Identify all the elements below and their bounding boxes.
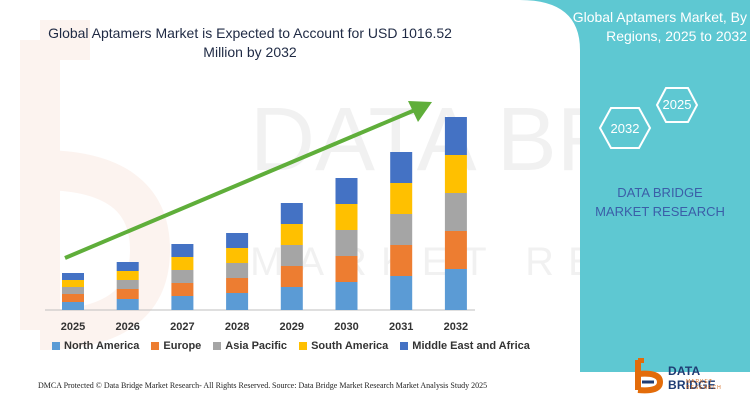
bar-segment-2027-europe bbox=[171, 283, 194, 296]
bar-segment-2025-asia-pacific bbox=[62, 287, 84, 294]
bar-segment-2032-north-america bbox=[444, 269, 467, 310]
bar-segment-2029-asia-pacific bbox=[280, 245, 303, 266]
legend-label: Asia Pacific bbox=[225, 340, 288, 352]
bar-segment-2032-middle-east-and-africa bbox=[444, 117, 467, 155]
side-panel-title: Global Aptamers Market, By Regions, 2025… bbox=[572, 9, 747, 44]
x-tick-label-2026: 2026 bbox=[115, 321, 139, 333]
legend-label: Europe bbox=[163, 340, 202, 352]
bar-segment-2031-europe bbox=[390, 245, 413, 276]
bar-segment-2025-north-america bbox=[62, 302, 84, 310]
legend-swatch bbox=[213, 342, 222, 350]
bar-segment-2025-south-america bbox=[62, 280, 84, 287]
x-tick-label-2032: 2032 bbox=[444, 321, 468, 333]
bar-segment-2026-middle-east-and-africa bbox=[116, 262, 139, 271]
legend-label: Middle East and Africa bbox=[412, 340, 530, 352]
x-tick-label-2025: 2025 bbox=[61, 321, 85, 333]
x-tick-label-2029: 2029 bbox=[280, 321, 304, 333]
bar-segment-2030-asia-pacific bbox=[335, 230, 358, 256]
hexagon-year-top: 2025 bbox=[662, 97, 692, 112]
bar-segment-2031-north-america bbox=[390, 276, 413, 310]
stacked-bar-chart: 2025 2026 2027 2028 2029 2030 2031 2032 bbox=[45, 101, 475, 333]
x-tick-label-2028: 2028 bbox=[225, 321, 249, 333]
bar-segment-2029-south-america bbox=[280, 224, 303, 245]
bar-segment-2032-south-america bbox=[444, 155, 467, 193]
trend-arrow-head bbox=[408, 101, 432, 122]
legend-item-europe: Europe bbox=[151, 340, 201, 352]
side-panel bbox=[520, 0, 750, 372]
chart-title: Global Aptamers Market is Expected to Ac… bbox=[48, 25, 452, 60]
bar-segment-2029-europe bbox=[280, 266, 303, 287]
legend-item-south-america: South America bbox=[299, 340, 388, 352]
logo-name: DATA BRIDGE bbox=[668, 364, 716, 392]
logo-subtitle: MARKET RESEARCH bbox=[686, 379, 722, 391]
footer: DMCA Protected © Data Bridge Market Rese… bbox=[0, 372, 750, 400]
bar-segment-2032-europe bbox=[444, 231, 467, 269]
bar-segment-2027-middle-east-and-africa bbox=[171, 244, 194, 257]
bar-segment-2029-north-america bbox=[280, 287, 303, 310]
bar-segment-2030-europe bbox=[335, 256, 358, 282]
bar-segment-2030-south-america bbox=[335, 204, 358, 230]
bar-segment-2028-south-america bbox=[226, 248, 249, 263]
data-bridge-logo-icon bbox=[635, 358, 664, 394]
trend-arrow-line bbox=[64, 108, 416, 260]
bar-segment-2028-middle-east-and-africa bbox=[226, 233, 249, 248]
bar-segment-2028-europe bbox=[226, 278, 249, 293]
legend-swatch bbox=[400, 342, 409, 350]
bar-segment-2030-middle-east-and-africa bbox=[335, 178, 358, 204]
side-panel-background bbox=[520, 0, 750, 372]
bar-segment-2028-asia-pacific bbox=[226, 263, 249, 278]
legend-swatch bbox=[52, 342, 60, 350]
x-tick-label-2027: 2027 bbox=[170, 321, 194, 333]
bar-segment-2026-south-america bbox=[116, 271, 139, 280]
bar-segment-2031-south-america bbox=[390, 183, 413, 214]
legend-item-middle-east-and-africa: Middle East and Africa bbox=[400, 340, 530, 352]
bar-segment-2031-middle-east-and-africa bbox=[390, 152, 413, 183]
bar-segment-2030-north-america bbox=[335, 282, 358, 310]
hexagon-year-bottom: 2032 bbox=[610, 121, 640, 136]
hexagon-top bbox=[655, 87, 699, 123]
bar-segment-2026-asia-pacific bbox=[116, 280, 139, 289]
bar-segment-2028-north-america bbox=[226, 293, 249, 310]
bar-segment-2026-europe bbox=[116, 289, 139, 299]
footer-source: Source: Data Bridge Market Research Mark… bbox=[272, 381, 488, 390]
bar-segment-2025-middle-east-and-africa bbox=[62, 273, 84, 280]
legend-swatch bbox=[151, 342, 160, 350]
bar-segment-2027-asia-pacific bbox=[171, 270, 194, 283]
x-tick-label-2031: 2031 bbox=[389, 321, 413, 333]
bar-segment-2032-asia-pacific bbox=[444, 193, 467, 231]
legend-label: North America bbox=[64, 340, 140, 352]
bar-segment-2025-europe bbox=[62, 294, 84, 302]
bar-segment-2026-north-america bbox=[116, 299, 139, 310]
hexagon-bottom bbox=[598, 107, 652, 149]
bar-segment-2031-asia-pacific bbox=[390, 214, 413, 245]
legend-item-north-america: North America bbox=[52, 340, 139, 352]
side-panel-brand-text: DATA BRIDGE MARKET RESEARCH bbox=[595, 185, 725, 219]
legend-label: South America bbox=[311, 340, 389, 352]
bar-segment-2027-north-america bbox=[171, 296, 194, 310]
bar-segment-2027-south-america bbox=[171, 257, 194, 270]
legend-swatch bbox=[299, 342, 308, 350]
bar-segment-2029-middle-east-and-africa bbox=[280, 203, 303, 224]
legend-item-asia-pacific: Asia Pacific bbox=[213, 340, 287, 352]
chart-legend: North America Europe Asia Pacific South Ame… bbox=[52, 340, 530, 352]
footer-copyright: DMCA Protected © Data Bridge Market Rese… bbox=[38, 381, 271, 390]
x-tick-label-2030: 2030 bbox=[334, 321, 358, 333]
